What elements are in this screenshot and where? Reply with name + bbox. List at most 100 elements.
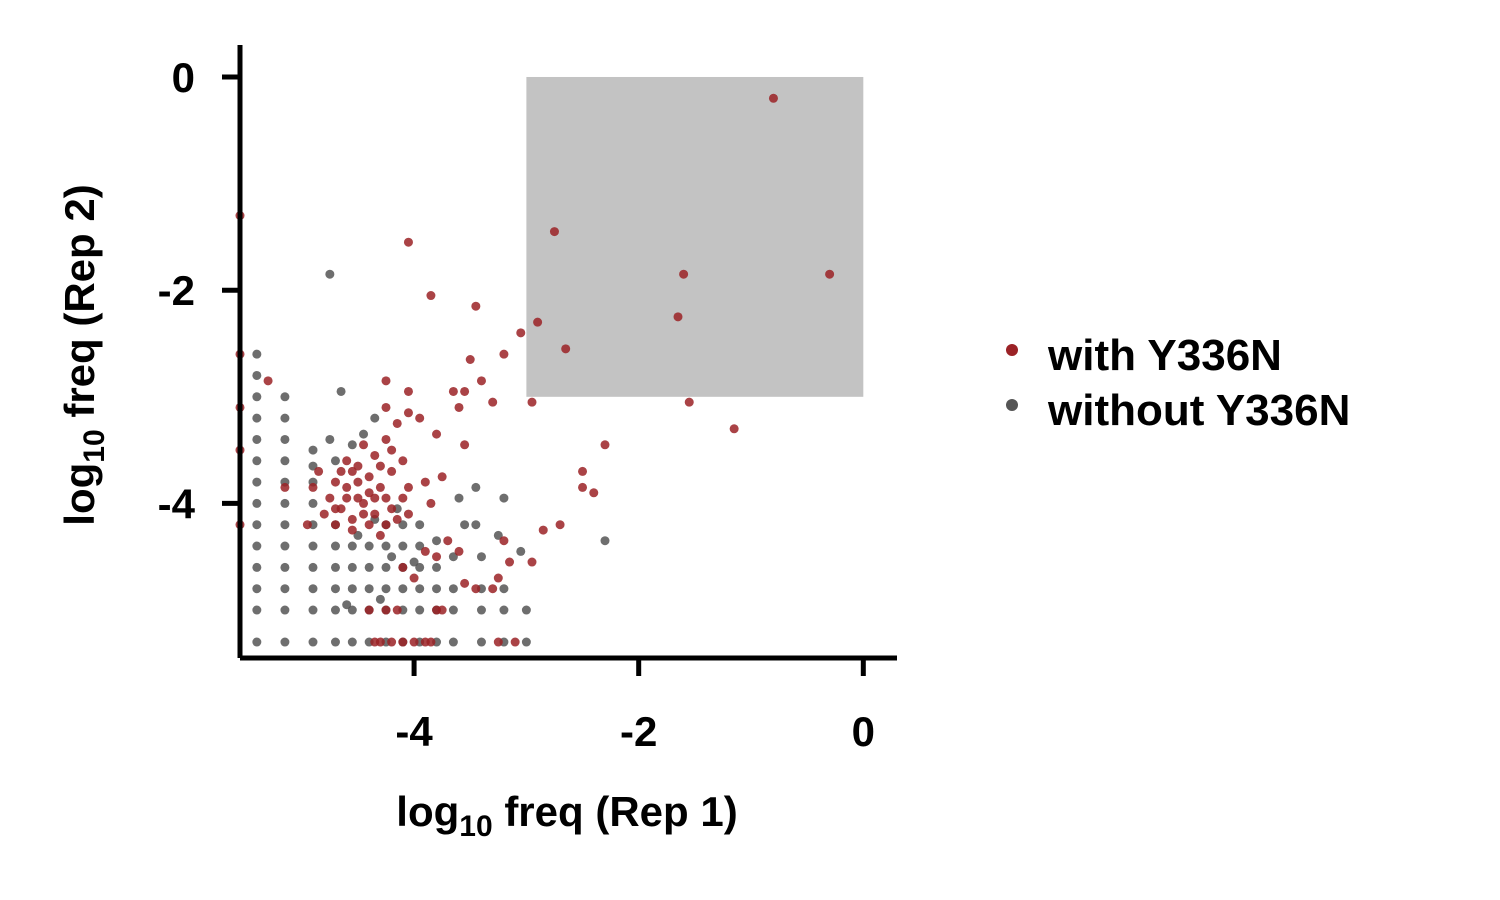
point-without-y336n xyxy=(521,637,531,647)
point-with-y336n xyxy=(381,493,391,503)
point-with-y336n xyxy=(403,509,413,519)
point-with-y336n xyxy=(415,413,425,423)
point-with-y336n xyxy=(488,397,498,407)
point-without-y336n xyxy=(330,584,340,594)
point-with-y336n xyxy=(460,440,470,450)
point-with-y336n xyxy=(353,493,363,503)
point-with-y336n xyxy=(499,536,509,546)
point-without-y336n xyxy=(280,392,290,402)
point-with-y336n xyxy=(432,552,442,562)
point-with-y336n xyxy=(387,466,397,476)
point-without-y336n xyxy=(308,562,318,572)
point-with-y336n xyxy=(505,557,515,567)
point-without-y336n xyxy=(471,520,481,530)
point-without-y336n xyxy=(252,498,262,508)
point-without-y336n xyxy=(370,413,380,423)
point-with-y336n xyxy=(426,291,436,301)
point-with-y336n xyxy=(392,605,402,615)
point-without-y336n xyxy=(347,584,357,594)
point-with-y336n xyxy=(381,434,391,444)
highlight-region xyxy=(526,76,864,397)
point-with-y336n xyxy=(471,584,481,594)
point-with-y336n xyxy=(437,605,447,615)
point-with-y336n xyxy=(426,637,436,647)
point-with-y336n xyxy=(353,461,363,471)
point-without-y336n xyxy=(252,413,262,423)
point-with-y336n xyxy=(768,93,778,103)
point-with-y336n xyxy=(336,466,346,476)
point-with-y336n xyxy=(398,562,408,572)
point-with-y336n xyxy=(578,466,588,476)
point-without-y336n xyxy=(499,584,509,594)
point-with-y336n xyxy=(381,402,391,412)
point-without-y336n xyxy=(521,605,531,615)
point-without-y336n xyxy=(432,536,442,546)
point-without-y336n xyxy=(364,562,374,572)
point-without-y336n xyxy=(330,541,340,551)
point-with-y336n xyxy=(375,530,385,540)
point-without-y336n xyxy=(347,637,357,647)
point-without-y336n xyxy=(252,605,262,615)
point-with-y336n xyxy=(364,488,374,498)
point-with-y336n xyxy=(493,637,503,647)
y-axis-ticks: 0 -2 -4 xyxy=(158,54,240,527)
point-with-y336n xyxy=(527,557,537,567)
point-with-y336n xyxy=(280,482,290,492)
point-without-y336n xyxy=(325,269,335,279)
point-without-y336n xyxy=(364,541,374,551)
point-without-y336n xyxy=(308,461,318,471)
point-without-y336n xyxy=(280,520,290,530)
point-with-y336n xyxy=(510,637,520,647)
point-without-y336n xyxy=(460,520,470,530)
point-with-y336n xyxy=(555,520,565,530)
point-with-y336n xyxy=(342,456,352,466)
point-with-y336n xyxy=(330,504,340,514)
point-with-y336n xyxy=(381,605,391,615)
point-without-y336n xyxy=(493,530,503,540)
point-without-y336n xyxy=(476,637,486,647)
legend-label-without-y336n: without Y336N xyxy=(1047,386,1350,435)
point-without-y336n xyxy=(398,584,408,594)
point-with-y336n xyxy=(409,637,419,647)
point-with-y336n xyxy=(359,498,369,508)
point-without-y336n xyxy=(280,541,290,551)
point-without-y336n xyxy=(330,605,340,615)
point-with-y336n xyxy=(342,493,352,503)
x-tick-label: 0 xyxy=(852,708,875,755)
point-with-y336n xyxy=(381,376,391,386)
point-without-y336n xyxy=(252,434,262,444)
point-with-y336n xyxy=(488,584,498,594)
y-tick-label: 0 xyxy=(172,54,195,101)
point-with-y336n xyxy=(448,386,458,396)
point-without-y336n xyxy=(415,520,425,530)
point-with-y336n xyxy=(359,509,369,519)
point-without-y336n xyxy=(330,562,340,572)
point-without-y336n xyxy=(454,493,464,503)
point-with-y336n xyxy=(392,418,402,428)
point-with-y336n xyxy=(679,269,689,279)
point-with-y336n xyxy=(330,477,340,487)
point-without-y336n xyxy=(336,386,346,396)
point-without-y336n xyxy=(415,605,425,615)
point-without-y336n xyxy=(325,434,335,444)
point-with-y336n xyxy=(578,482,588,492)
point-with-y336n xyxy=(460,386,470,396)
point-with-y336n xyxy=(729,424,739,434)
point-with-y336n xyxy=(370,493,380,503)
point-with-y336n xyxy=(308,482,318,492)
point-with-y336n xyxy=(516,328,526,338)
point-without-y336n xyxy=(381,562,391,572)
legend-marker-without-y336n xyxy=(1006,399,1018,411)
point-without-y336n xyxy=(499,493,509,503)
point-with-y336n xyxy=(600,440,610,450)
point-without-y336n xyxy=(381,584,391,594)
point-without-y336n xyxy=(398,541,408,551)
point-without-y336n xyxy=(252,520,262,530)
point-with-y336n xyxy=(684,397,694,407)
point-without-y336n xyxy=(280,498,290,508)
point-without-y336n xyxy=(280,413,290,423)
point-without-y336n xyxy=(308,498,318,508)
point-without-y336n xyxy=(252,541,262,551)
point-with-y336n xyxy=(359,440,369,450)
